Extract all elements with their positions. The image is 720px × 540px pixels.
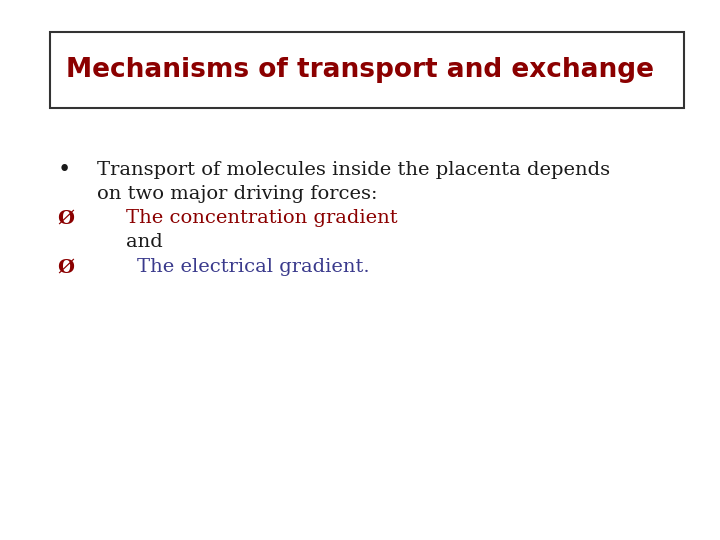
Bar: [50, 32, 684, 108]
Text: Ø: Ø: [58, 209, 75, 227]
Text: The electrical gradient.: The electrical gradient.: [137, 258, 369, 276]
Text: Mechanisms of transport and exchange: Mechanisms of transport and exchange: [66, 57, 654, 83]
Text: •: •: [58, 159, 71, 181]
Text: and: and: [126, 233, 163, 251]
Text: Transport of molecules inside the placenta depends: Transport of molecules inside the placen…: [97, 161, 611, 179]
Text: The concentration gradient: The concentration gradient: [126, 209, 397, 227]
Text: on two major driving forces:: on two major driving forces:: [97, 185, 378, 204]
Text: Ø: Ø: [58, 258, 75, 276]
